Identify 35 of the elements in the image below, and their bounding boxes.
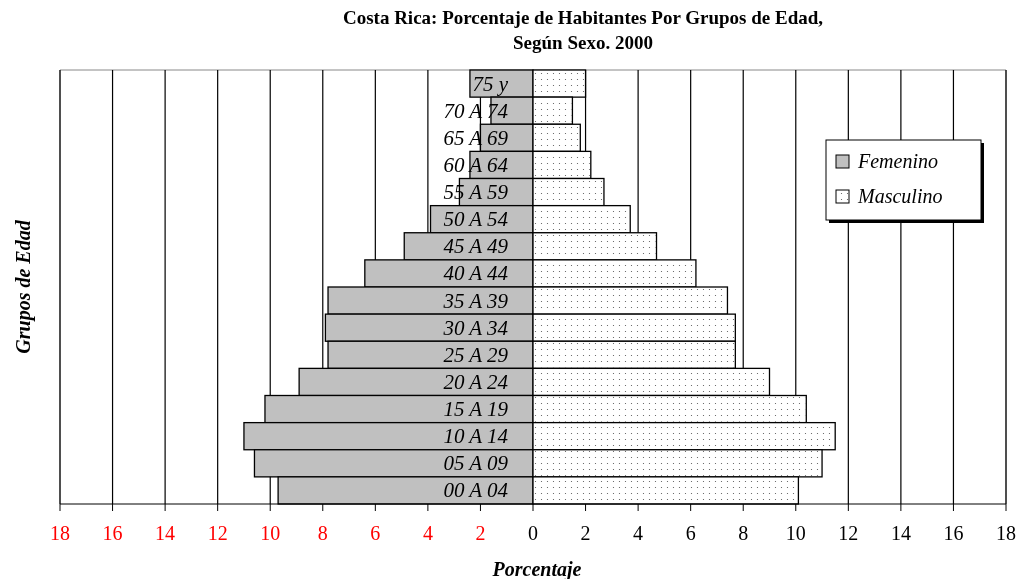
x-tick-label: 14 [155, 522, 176, 544]
y-tick-label: 20 A 24 [443, 369, 509, 394]
y-tick-label: 00 A 04 [443, 478, 509, 503]
x-tick-label: 10 [260, 522, 281, 544]
x-tick-label: 18 [50, 522, 70, 544]
x-tick-label: 16 [943, 522, 964, 544]
x-tick-label: 2 [475, 522, 486, 544]
y-tick-label: 75 y [472, 71, 509, 96]
x-tick-label: 6 [370, 522, 381, 544]
x-tick-label: 6 [685, 522, 696, 544]
x-tick-label: 14 [890, 522, 911, 544]
x-tick-label: 12 [207, 522, 228, 544]
x-tick-label: 10 [785, 522, 806, 544]
legend-label: Masculino [857, 185, 943, 207]
x-tick-label: 16 [102, 522, 123, 544]
x-tick-label: 8 [738, 522, 749, 544]
x-tick-label: 0 [528, 522, 538, 544]
y-tick-label: 05 A 09 [443, 451, 509, 476]
y-tick-label: 15 A 19 [443, 397, 509, 422]
x-tick-label: 4 [422, 522, 433, 544]
y-axis-title: Grupos de Edad [12, 219, 35, 354]
y-tick-label: 40 A 44 [443, 261, 509, 286]
x-tick-label: 8 [317, 522, 328, 544]
y-tick-label: 35 A 39 [442, 288, 509, 313]
y-tick-label: 45 A 49 [443, 234, 509, 259]
y-tick-label: 25 A 29 [443, 342, 509, 367]
x-tick-label: 2 [580, 522, 591, 544]
y-tick-label: 50 A 54 [443, 207, 509, 232]
x-tick-label: 12 [838, 522, 859, 544]
y-tick-label: 30 A 34 [442, 315, 509, 340]
chart-title: Costa Rica: Porcentaje de Habitantes Por Grupos de Edad, Según Sexo. 2000 [342, 7, 824, 53]
y-tick-label: 10 A 14 [443, 424, 509, 449]
legend-label: Femenino [857, 150, 938, 172]
x-tick-label: 4 [633, 522, 644, 544]
x-tick-label: 18 [996, 522, 1016, 544]
